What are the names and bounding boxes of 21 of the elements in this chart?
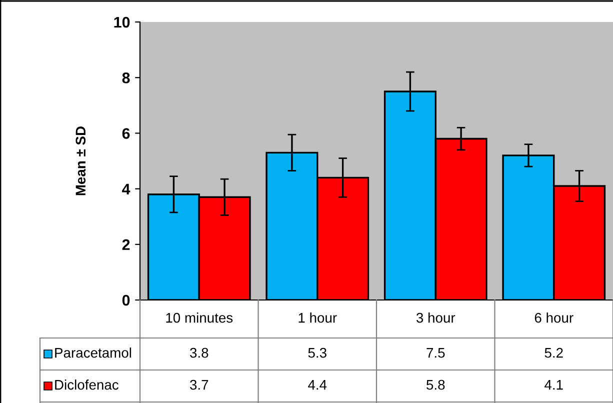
data-label: 5.2 (544, 348, 563, 358)
y-tick-label: 2 (122, 239, 130, 250)
data-label: 4.1 (544, 380, 563, 390)
legend-label: Paracetamol (55, 348, 132, 358)
x-tick-label: 10 minutes (166, 312, 233, 323)
data-label: 5.3 (308, 348, 326, 358)
y-tick-label: 10 (114, 16, 130, 28)
y-tick-label: 6 (122, 128, 130, 139)
data-label: 3.7 (190, 380, 208, 390)
y-axis-title: Mean ± SD (76, 126, 86, 196)
data-label: 4.4 (308, 380, 327, 390)
data-label: 5.8 (426, 380, 445, 390)
data-label: 3.8 (190, 348, 208, 358)
y-tick-label: 8 (122, 72, 130, 84)
x-tick-label: 3 hour (416, 312, 456, 323)
x-tick-label: 6 hour (534, 312, 574, 323)
legend-label: Diclofenac (55, 380, 118, 390)
x-tick-label: 1 hour (298, 312, 337, 323)
data-label: 7.5 (426, 348, 445, 358)
y-tick-label: 0 (122, 294, 130, 306)
y-tick-label: 4 (122, 184, 130, 194)
